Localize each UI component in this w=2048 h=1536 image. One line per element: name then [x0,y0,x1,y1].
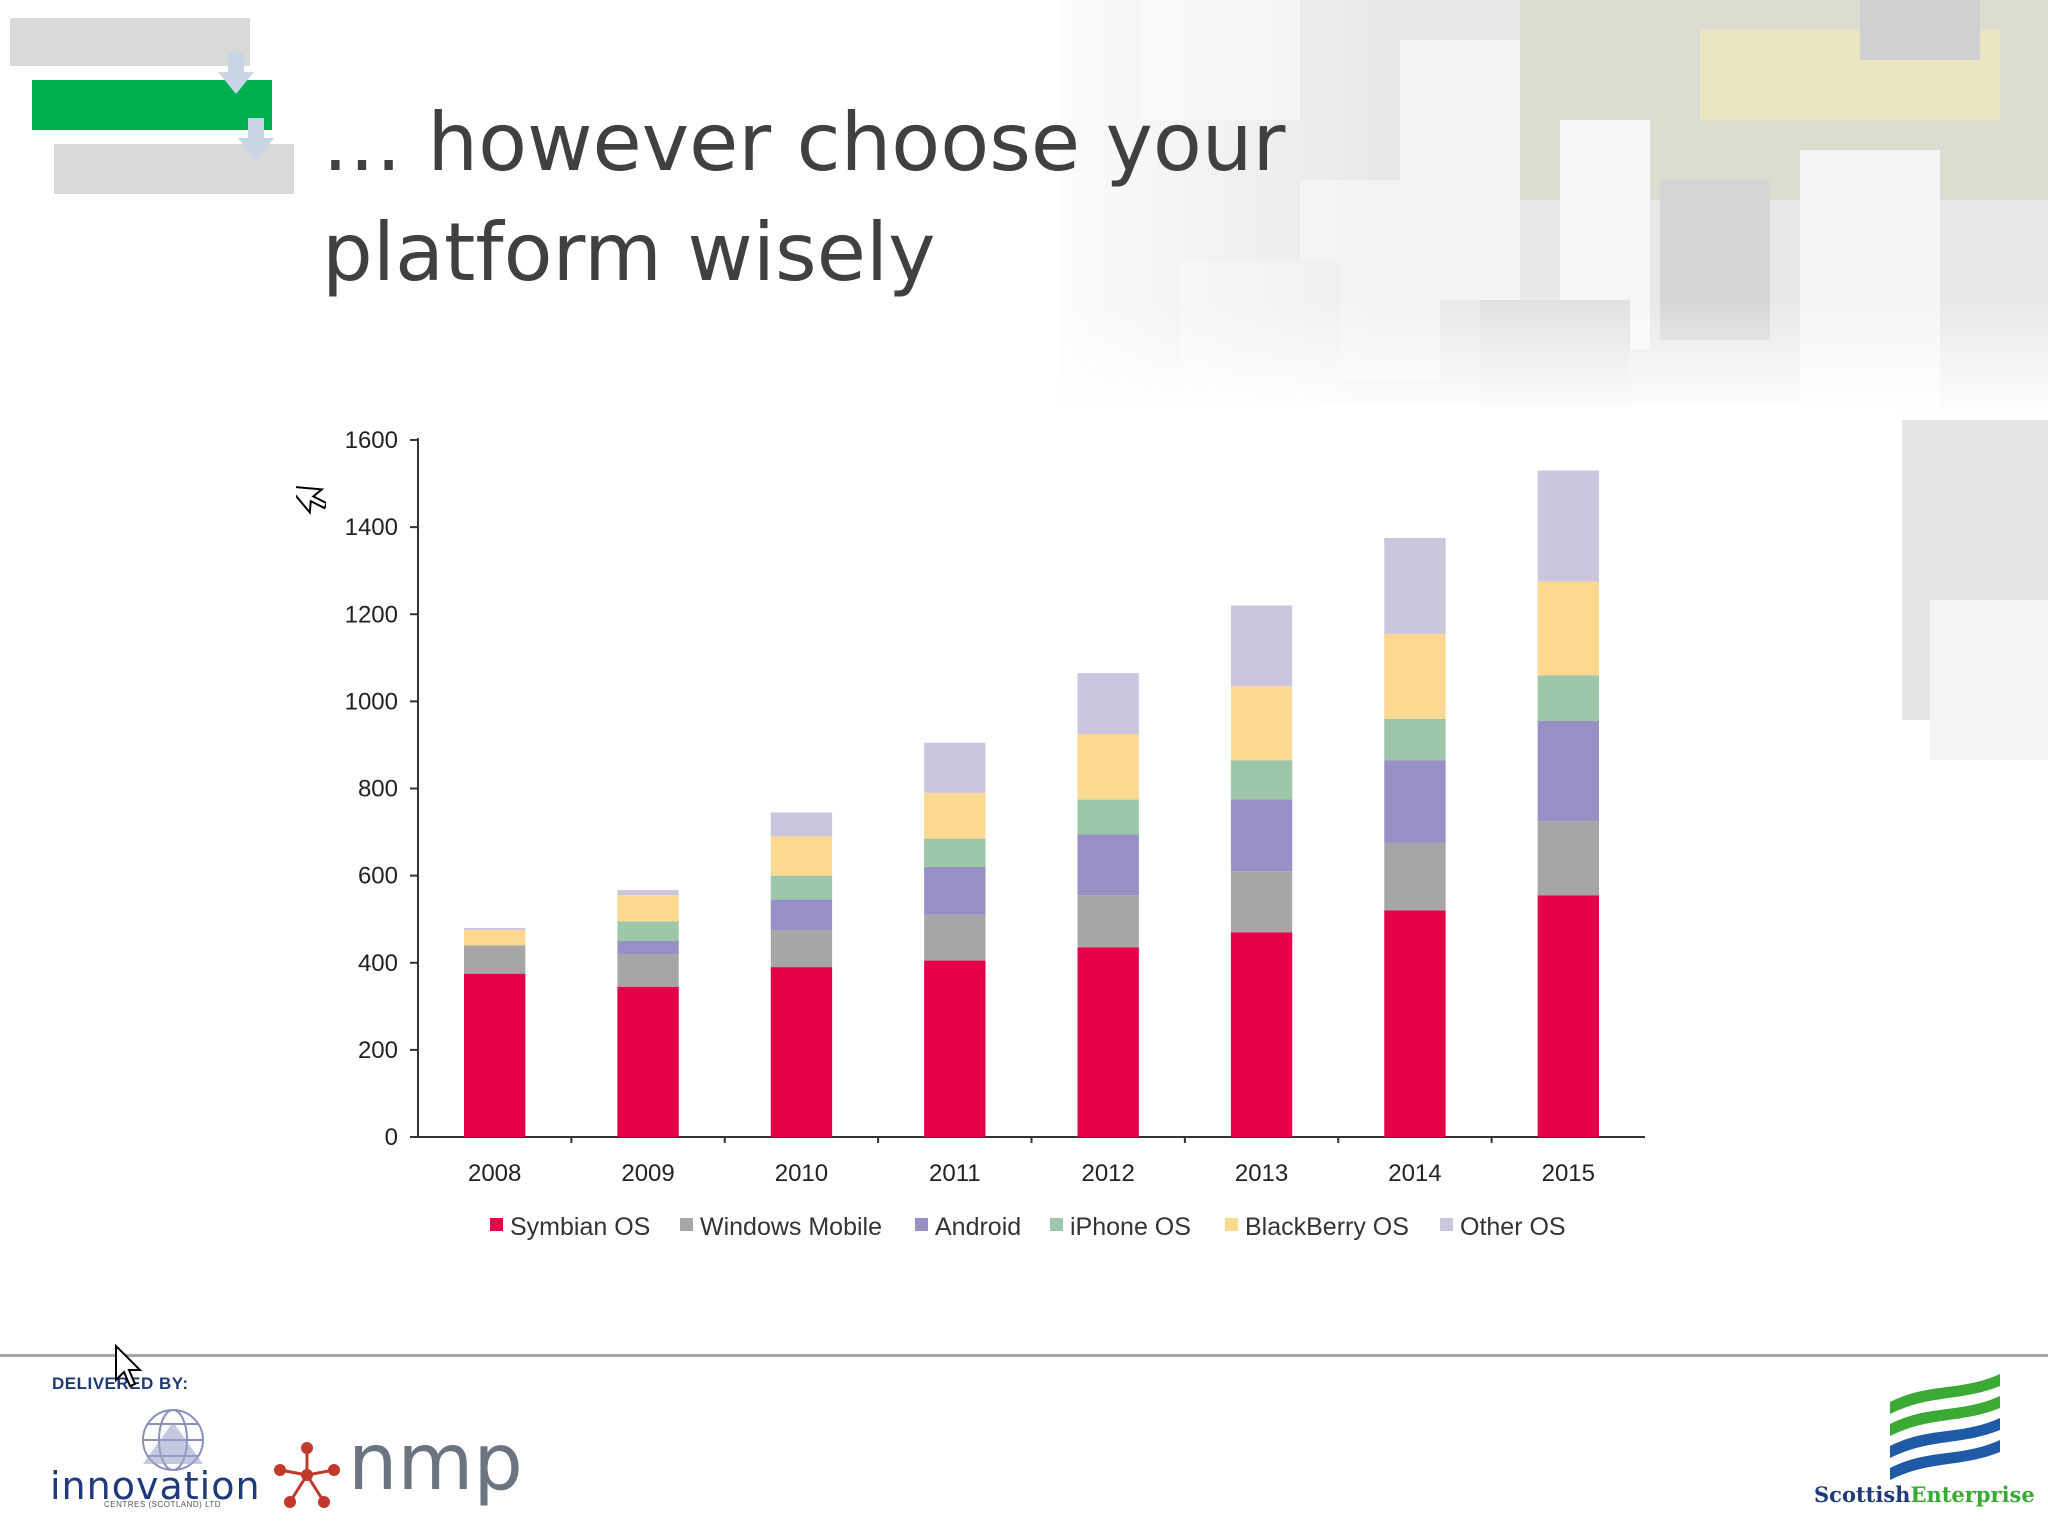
bar-segment [770,812,833,837]
bar-segment [1077,834,1139,896]
bar-segment [770,967,833,1137]
x-tick-label: 2009 [621,1160,674,1187]
legend-swatch [1440,1218,1453,1231]
slide-title: … however choose your platform wisely [322,96,1286,299]
down-arrow-icon [238,138,274,160]
bar-segment [1384,910,1446,1137]
legend-swatch [680,1218,693,1231]
bar-segment [1384,538,1446,634]
legend-swatch [1225,1218,1238,1231]
innovation-logo-text: innovation [50,1464,261,1508]
bar-segment [1384,633,1446,719]
bar-segment [1384,842,1446,911]
bar-segment [1537,895,1599,1137]
bar-segment [617,986,679,1137]
bar-segment [924,838,986,867]
bar-segment [770,899,833,931]
bar-segment [770,930,833,968]
legend-label: iPhone OS [1070,1213,1191,1241]
nmp-logo-text: nmp [348,1418,523,1508]
bar-segment [1230,760,1293,800]
nmp-molecule-icon [274,1442,340,1508]
bar-segment [924,792,986,839]
legend-label: Symbian OS [510,1213,650,1241]
bar-segment [1537,720,1599,822]
x-tick-label: 2013 [1235,1160,1288,1187]
bar-segment [1077,947,1139,1137]
bar-segment [924,914,986,961]
x-tick-label: 2008 [468,1160,521,1187]
delivered-by-label: DELIVERED BY: [52,1374,189,1393]
mouse-cursor-icon [115,1344,143,1388]
x-tick-label: 2011 [929,1160,981,1187]
bar-segment [464,945,526,974]
y-tick-label: 200 [358,1037,398,1064]
y-tick-label: 600 [358,863,398,890]
bar-segment [1077,799,1139,835]
bar-segment [1230,932,1293,1137]
legend-swatch [490,1218,503,1231]
y-tick-label: 800 [358,776,398,803]
bar-segment [924,866,986,915]
bar-segment [770,875,833,900]
legend-label: Windows Mobile [700,1213,882,1241]
y-tick-label: 1600 [345,427,398,454]
se-text-enterprise: Enterprise [1910,1482,2035,1507]
bar-segment [1230,686,1293,761]
legend-label: Other OS [1460,1213,1566,1241]
footer-divider [0,1354,2048,1357]
bar-segment [617,890,679,896]
scottish-enterprise-logo-text: ScottishEnterprise [1814,1482,2035,1507]
bar-segment [924,742,986,793]
x-tick-label: 2010 [775,1160,828,1187]
scottish-enterprise-wave-icon [1890,1374,2000,1480]
bar-segment [1077,734,1139,800]
mouse-cursor-icon [296,485,326,515]
bar-segment [464,927,526,931]
bar-segment [924,960,986,1137]
legend-swatch [915,1218,928,1231]
y-tick-label: 0 [385,1124,398,1151]
y-tick-label: 1000 [345,688,398,715]
se-text-scottish: Scottish [1814,1482,1911,1507]
bar-segment [464,973,526,1137]
x-tick-label: 2012 [1081,1160,1134,1187]
bar-segment [617,921,679,941]
bar-segment [1537,470,1599,582]
bar-segment [1077,673,1139,735]
x-tick-label: 2014 [1388,1160,1441,1187]
x-tick-label: 2015 [1542,1160,1595,1187]
y-tick-label: 400 [358,950,398,977]
bar-segment [1537,821,1599,896]
bar-segment [1537,581,1599,676]
legend-label: BlackBerry OS [1245,1213,1409,1241]
bar-segment [1537,675,1599,721]
down-arrow-icon [228,52,244,76]
y-tick-label: 1200 [345,601,398,628]
down-arrow-icon [218,72,254,94]
legend-label: Android [935,1213,1021,1241]
y-tick-label: 1400 [345,514,398,541]
bar-segment [770,836,833,876]
bar-segment [617,895,679,922]
bar-segment [1230,799,1293,872]
bar-segment [1230,871,1293,933]
down-arrow-icon [248,118,264,142]
bar-segment [464,930,526,946]
bar-segment [617,954,679,987]
bar-segment [1230,605,1293,687]
bar-segment [1077,895,1139,948]
legend-swatch [1050,1218,1063,1231]
bar-segment [1384,718,1446,761]
bar-segment [1384,760,1446,843]
innovation-globe-icon [142,1409,204,1471]
stacked-bar-chart: 0 200 400 600 800 1000 1200 1400 1600 2008 2009 201… [345,427,1645,1241]
logo-bar-top [10,18,250,66]
innovation-logo-subtext: CENTRES (SCOTLAND) LTD [104,1500,222,1509]
bar-segment [617,940,679,955]
